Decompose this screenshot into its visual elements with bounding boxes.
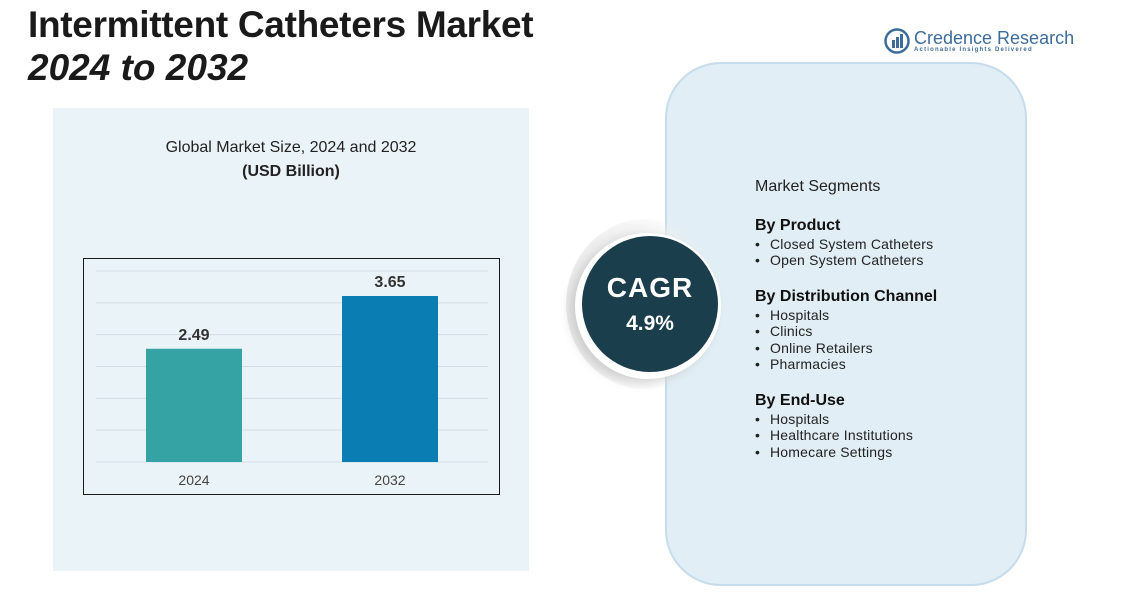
segment-group-title: By Product	[755, 217, 841, 234]
credence-logo-icon	[884, 28, 910, 54]
segment-group-distribution: By Distribution Channel Hospitals Clinic…	[755, 287, 937, 373]
brand-logo[interactable]: Credence Research Actionable Insights De…	[884, 28, 1074, 54]
data-label: 3.65	[374, 274, 405, 291]
cagr-label: CAGR	[606, 272, 694, 303]
segment-item: Pharmacies	[755, 356, 937, 373]
segment-item: Hospitals	[755, 307, 937, 324]
segment-group-title: By Distribution Channel	[755, 288, 938, 305]
x-tick-label: 2024	[178, 472, 209, 488]
cagr-value: 4.9%	[626, 312, 674, 335]
chart-unit: (USD Billion)	[242, 163, 340, 180]
segment-item: Clinics	[755, 323, 937, 340]
segment-item: Homecare Settings	[755, 444, 913, 461]
segment-item: Closed System Catheters	[755, 236, 933, 253]
page-title: Intermittent Catheters Market	[28, 4, 534, 45]
segment-item: Open System Catheters	[755, 252, 933, 269]
segment-group-title: By End-Use	[755, 392, 845, 409]
bar-chart: 2.49 2024 3.65 2032	[96, 270, 488, 488]
bar-2024	[146, 348, 242, 462]
logo-name: Credence Research	[914, 28, 1075, 48]
page-subtitle: 2024 to 2032	[28, 47, 249, 88]
chart-title: Global Market Size, 2024 and 2032	[165, 139, 417, 156]
logo-tagline: Actionable Insights Delivered	[914, 47, 1033, 53]
segment-group-end-use: By End-Use Hospitals Healthcare Institut…	[755, 391, 913, 461]
segment-item: Healthcare Institutions	[755, 427, 913, 444]
bar-2032	[342, 296, 438, 462]
data-label: 2.49	[178, 327, 209, 344]
cagr-badge: CAGR 4.9%	[582, 236, 718, 372]
segments-heading: Market Segments	[755, 178, 881, 195]
segment-item: Hospitals	[755, 411, 913, 428]
chart-plot-frame: 2.49 2024 3.65 2032	[83, 258, 500, 495]
segment-group-product: By Product Closed System Catheters Open …	[755, 216, 933, 269]
x-tick-label: 2032	[374, 472, 405, 488]
segment-item: Online Retailers	[755, 340, 937, 357]
market-size-chart-panel: Global Market Size, 2024 and 2032 (USD B…	[53, 108, 529, 571]
